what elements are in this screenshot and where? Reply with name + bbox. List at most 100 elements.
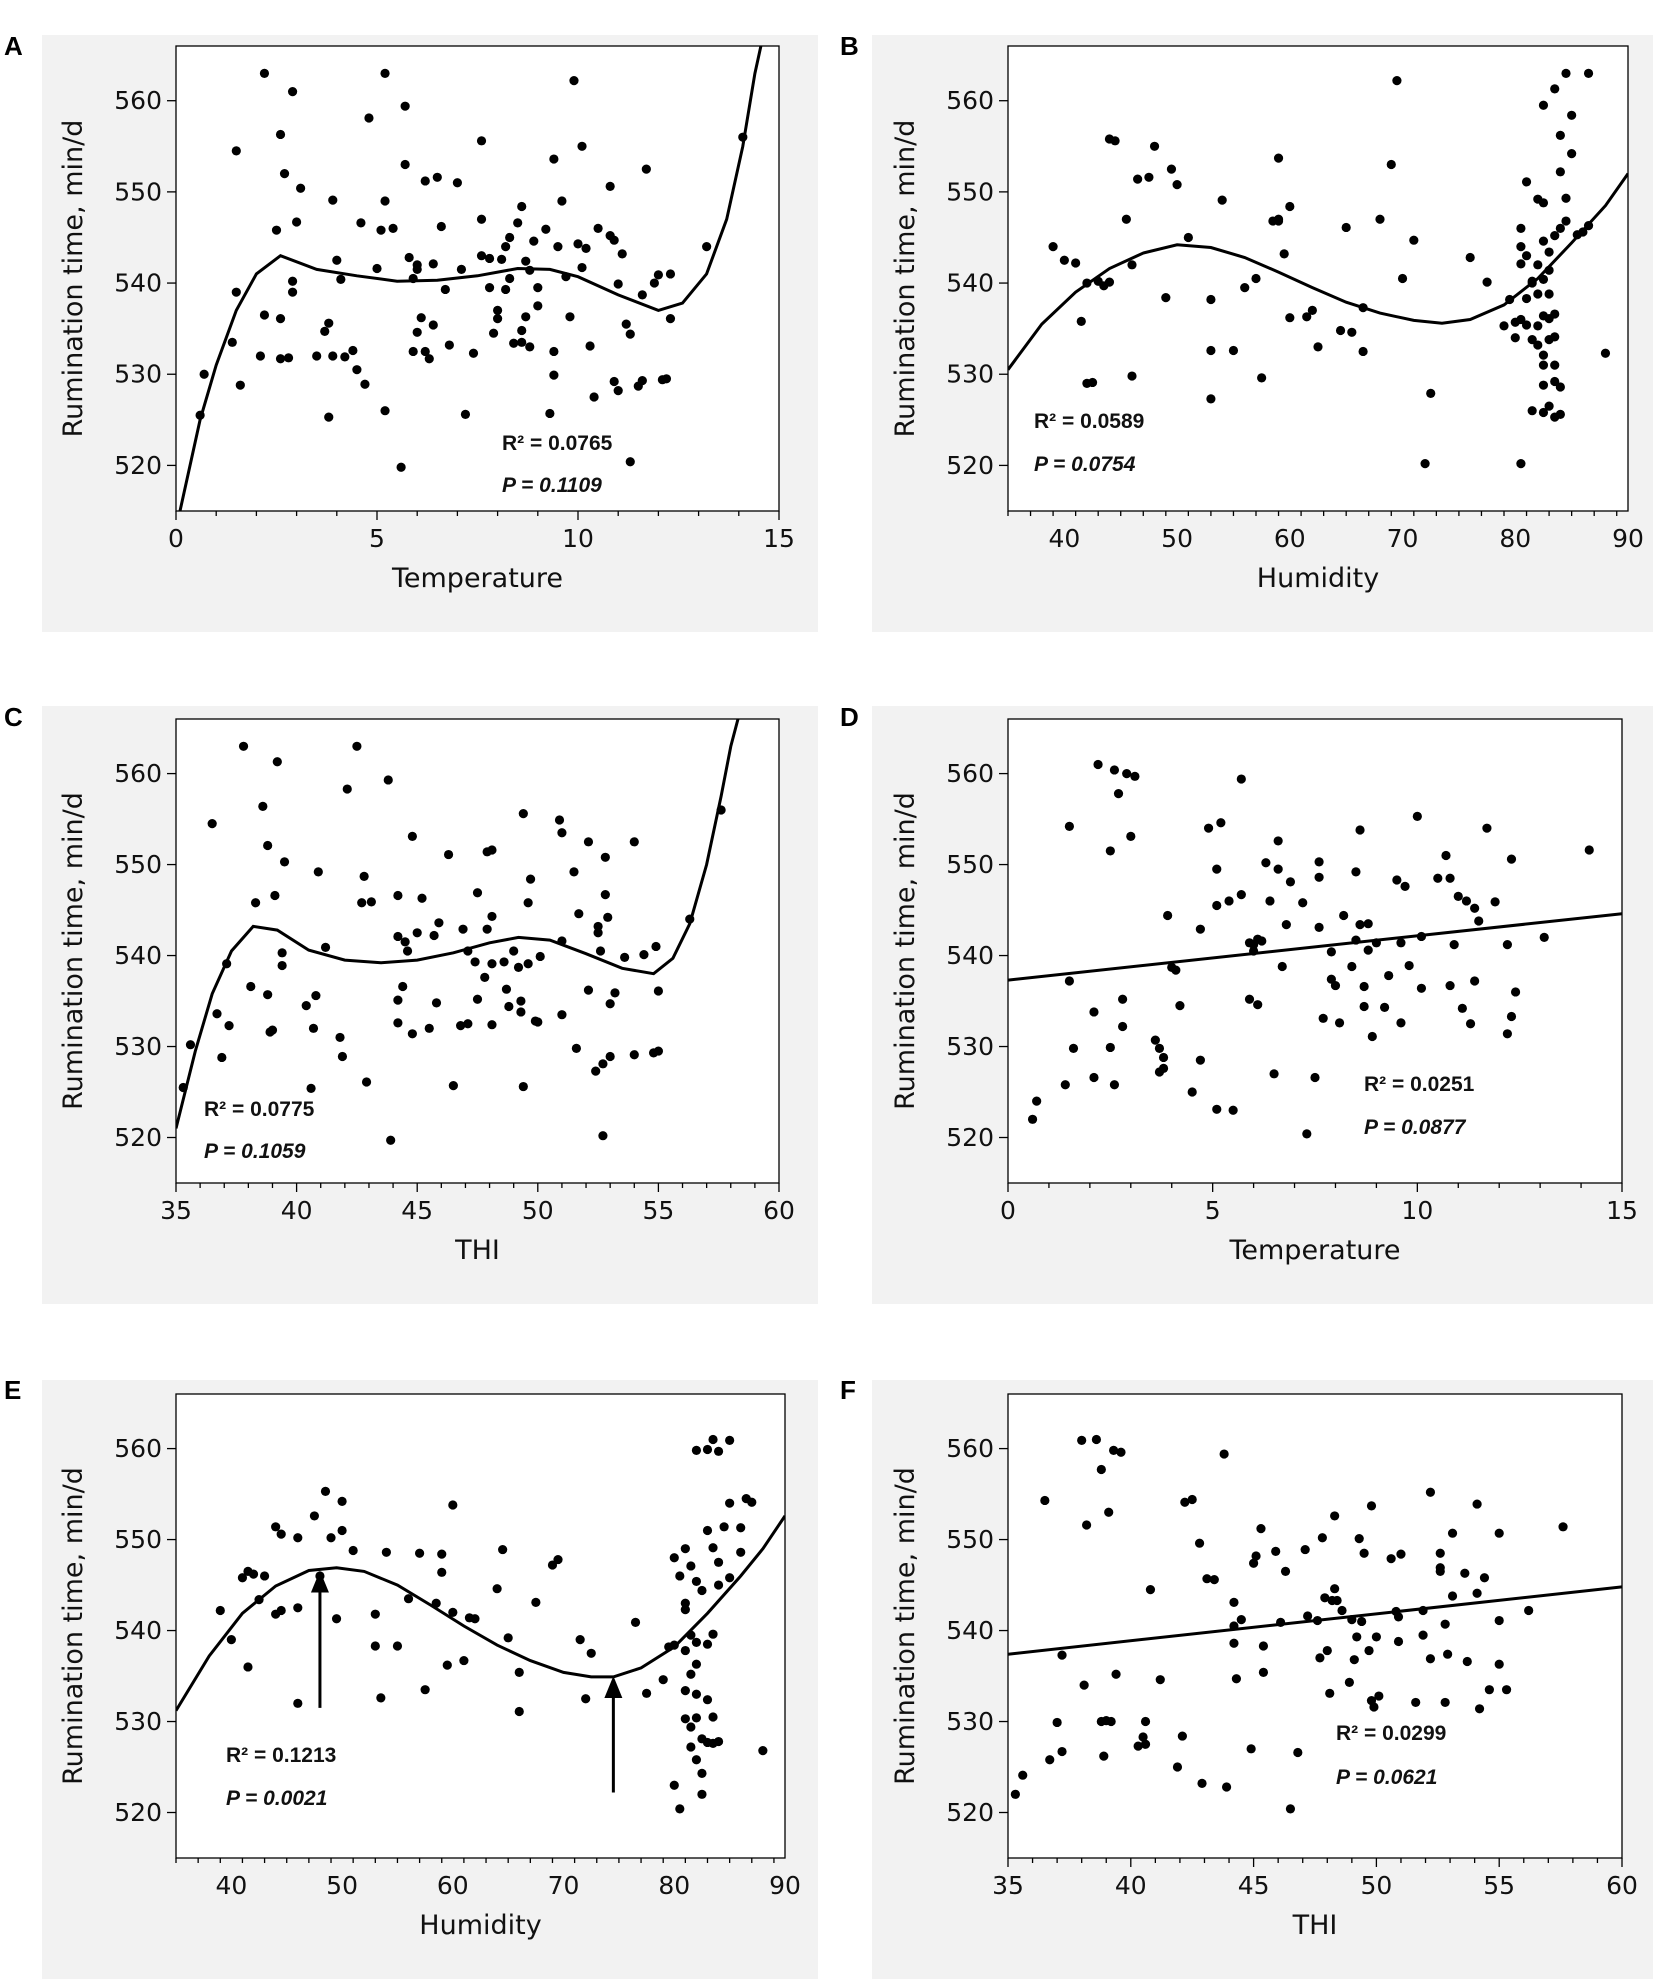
data-point xyxy=(424,1023,434,1033)
data-point xyxy=(431,998,442,1008)
data-point xyxy=(680,1685,690,1696)
data-point xyxy=(708,1629,718,1639)
data-point xyxy=(1302,1129,1312,1139)
data-point xyxy=(747,1497,757,1507)
data-point xyxy=(1106,1716,1116,1727)
data-point xyxy=(505,232,515,243)
data-point xyxy=(276,1605,286,1616)
data-point xyxy=(713,1580,724,1590)
data-point xyxy=(1355,825,1365,835)
data-point xyxy=(1555,167,1565,177)
data-point xyxy=(383,775,393,785)
data-point xyxy=(412,260,422,270)
data-point xyxy=(248,1569,259,1579)
data-point xyxy=(400,101,410,111)
data-point xyxy=(680,1598,690,1608)
data-point xyxy=(332,255,342,265)
data-point xyxy=(516,996,526,1006)
data-point xyxy=(680,1544,690,1554)
y-tick-label: 550 xyxy=(114,850,162,879)
data-point xyxy=(1371,1632,1381,1642)
y-tick-label: 530 xyxy=(114,1707,162,1736)
data-point xyxy=(591,1066,601,1076)
data-point xyxy=(1462,1656,1472,1667)
data-point xyxy=(393,931,403,942)
data-point xyxy=(487,959,497,969)
data-point xyxy=(437,1567,447,1577)
data-point xyxy=(1359,1548,1369,1558)
data-point xyxy=(324,318,334,328)
data-point xyxy=(380,406,390,416)
data-point xyxy=(523,959,533,969)
x-tick-label: 50 xyxy=(1360,1871,1392,1900)
fit-line xyxy=(176,1515,785,1712)
data-point xyxy=(1516,314,1526,325)
data-point xyxy=(403,1594,414,1604)
data-point xyxy=(1341,222,1351,233)
y-tick-label: 530 xyxy=(946,1032,994,1061)
data-point xyxy=(1392,76,1402,86)
data-point xyxy=(1600,348,1611,358)
data-point xyxy=(293,1603,303,1613)
data-point xyxy=(501,284,511,295)
data-point xyxy=(1555,382,1565,392)
data-point xyxy=(224,1021,234,1031)
data-point xyxy=(605,181,615,192)
data-point xyxy=(1447,1591,1458,1601)
data-point xyxy=(708,1543,718,1553)
data-point xyxy=(270,890,280,901)
panel-e: E 520 530 540 550 560 40 50 60 70 80 90 Humidity Rumi… xyxy=(4,1375,818,1979)
data-point xyxy=(456,1021,466,1031)
data-point xyxy=(1474,916,1484,926)
data-point xyxy=(505,273,515,284)
x-axis-label: Temperature xyxy=(391,563,563,594)
data-point xyxy=(331,1614,342,1624)
data-point xyxy=(1524,1605,1534,1616)
data-point xyxy=(639,950,649,960)
y-axis-label: Rumination time, min/d xyxy=(890,1467,921,1785)
data-point xyxy=(535,951,545,962)
data-point xyxy=(436,221,446,232)
data-point xyxy=(1550,231,1560,241)
data-point xyxy=(625,457,635,467)
data-point xyxy=(1212,900,1222,911)
data-point xyxy=(1409,235,1419,245)
panel-letter: A xyxy=(4,31,23,61)
panel-f: F 520 530 540 550 560 35 40 45 50 55 60 THI Ruminatio… xyxy=(840,1375,1653,1979)
data-point xyxy=(1516,458,1526,469)
data-point xyxy=(517,201,527,212)
p-value-label: P = 0.1059 xyxy=(204,1140,306,1163)
data-point xyxy=(514,1667,524,1677)
data-point xyxy=(212,1009,222,1019)
data-point xyxy=(1303,1611,1313,1621)
data-point xyxy=(598,1131,608,1141)
data-point xyxy=(277,948,287,958)
data-point xyxy=(1269,1069,1279,1079)
data-point xyxy=(452,178,462,188)
data-point xyxy=(1445,873,1455,883)
data-point xyxy=(1057,1746,1067,1757)
data-point xyxy=(1166,164,1177,174)
data-point xyxy=(581,243,591,254)
data-point xyxy=(352,741,362,751)
data-point xyxy=(1138,1732,1148,1742)
data-point xyxy=(320,326,330,336)
panel-b: B 520 530 540 550 560 40 50 60 70 80 90 Humidity Rumi… xyxy=(840,31,1653,632)
data-point xyxy=(1202,1574,1212,1584)
panel-letter: F xyxy=(840,1375,856,1405)
data-point xyxy=(432,172,442,182)
data-point xyxy=(424,354,434,364)
fit-line xyxy=(1008,1585,1622,1656)
data-point xyxy=(407,1029,417,1039)
data-point xyxy=(1355,920,1365,930)
data-point xyxy=(1411,1697,1421,1708)
data-point xyxy=(549,370,559,380)
data-point xyxy=(1206,345,1216,356)
data-point xyxy=(1465,1019,1476,1029)
x-axis-label: Humidity xyxy=(419,1910,541,1941)
data-point xyxy=(407,831,417,841)
data-point xyxy=(1183,232,1193,243)
data-point xyxy=(1521,251,1532,261)
x-tick-label: 55 xyxy=(642,1196,674,1225)
data-point xyxy=(1236,889,1246,900)
